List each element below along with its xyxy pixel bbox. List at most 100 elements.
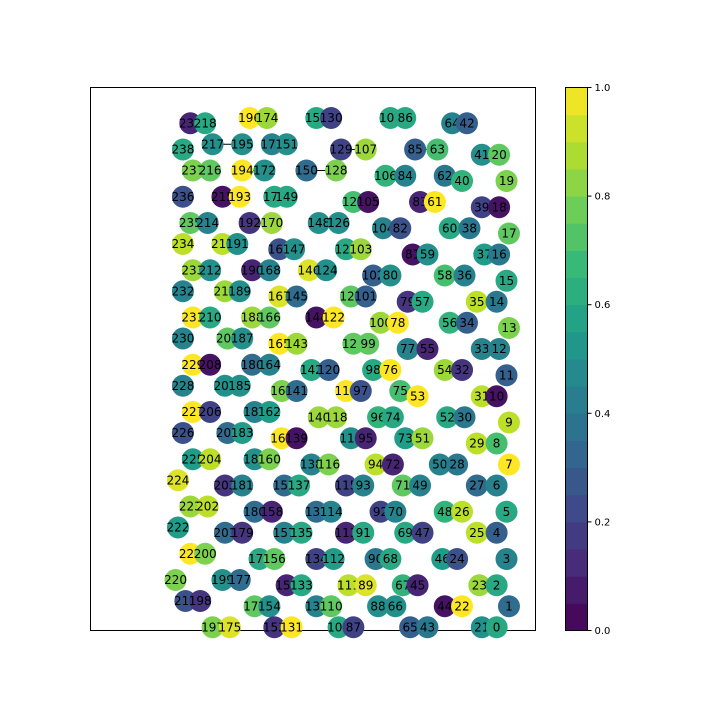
node-label: 101	[354, 290, 377, 304]
graph-node: 25	[465, 521, 488, 544]
node-label: 1	[505, 599, 513, 613]
graph-node: 135	[290, 521, 313, 544]
node-marker	[416, 338, 439, 360]
graph-node: 192	[238, 212, 261, 234]
node-label: 27	[469, 479, 484, 493]
node-label: 56	[442, 316, 457, 330]
graph-node: 208	[199, 353, 222, 376]
node-marker	[258, 448, 281, 471]
graph-node: 226	[171, 422, 194, 444]
node-marker	[497, 317, 520, 339]
node-label: 210	[199, 311, 222, 325]
node-label: 54	[437, 363, 452, 377]
graph-node: 43	[416, 616, 439, 639]
node-label: 17	[501, 227, 516, 241]
node-label: 202	[196, 500, 219, 514]
node-marker	[171, 233, 194, 255]
graph-node: 61	[423, 191, 446, 213]
node-label: 102	[362, 269, 385, 283]
node-label: 19	[499, 174, 514, 188]
graph-node: 75	[389, 380, 412, 402]
node-label: 52	[440, 410, 455, 424]
node-label: 41	[474, 148, 489, 162]
colorbar-tick-label: 0.2	[595, 517, 611, 528]
graph-node: 113	[334, 521, 357, 544]
graph-node: 23	[468, 574, 491, 597]
node-marker	[258, 259, 281, 282]
node-label: 82	[393, 221, 408, 235]
node-marker	[497, 595, 520, 618]
node-marker	[404, 138, 427, 161]
colorbar-tick-label: 1.0	[595, 83, 611, 94]
node-marker	[485, 574, 508, 597]
node-label: 13	[501, 321, 516, 335]
node-marker	[307, 212, 330, 234]
node-label: 151	[275, 137, 298, 151]
node-label: 79	[400, 295, 415, 309]
node-marker	[194, 112, 217, 135]
node-marker	[416, 243, 439, 266]
node-label: 140	[307, 410, 330, 424]
node-label: 6	[493, 479, 501, 493]
graph-node: 197	[201, 616, 224, 639]
node-label: 24	[449, 552, 464, 566]
node-label: 222	[167, 521, 190, 535]
node-marker	[352, 521, 375, 544]
node-label: 157	[273, 526, 296, 540]
node-label: 180	[243, 505, 266, 519]
node-marker	[394, 521, 417, 544]
node-marker	[241, 353, 264, 376]
graph-node: 156	[263, 548, 286, 570]
graph-node: 131	[280, 616, 303, 639]
node-label: 59	[420, 248, 435, 262]
node-label: 189	[228, 284, 251, 298]
node-label: 65	[403, 620, 418, 634]
node-label: 194	[231, 164, 254, 178]
node-marker	[322, 548, 345, 570]
node-marker	[171, 422, 194, 444]
graph-node: 41	[470, 143, 493, 166]
node-marker	[411, 427, 434, 450]
node-label: 217	[201, 137, 224, 151]
graph-node: 149	[275, 185, 298, 208]
node-label: 193	[228, 190, 251, 204]
graph-node: 157	[273, 521, 296, 544]
node-marker	[495, 500, 518, 523]
graph-node: 10	[485, 385, 508, 408]
node-marker	[411, 521, 434, 544]
node-marker	[231, 159, 254, 182]
node-label: 195	[231, 137, 254, 151]
node-marker	[428, 453, 451, 476]
node-label: 212	[199, 263, 222, 277]
node-marker	[406, 385, 429, 408]
graph-node: 104	[372, 217, 394, 240]
node-marker	[433, 164, 456, 187]
node-label: 62	[437, 169, 452, 183]
graph-node: 130	[320, 107, 343, 129]
graph-node: 63	[426, 138, 449, 161]
node-marker	[285, 332, 308, 355]
node-marker	[364, 453, 387, 476]
graph-node: 8	[485, 432, 508, 455]
node-label: 129	[330, 143, 353, 157]
node-label: 183	[231, 426, 254, 440]
graph-node: 222	[167, 516, 190, 539]
node-label: 93	[356, 479, 371, 493]
node-marker	[280, 616, 303, 639]
graph-node: 88	[367, 595, 390, 618]
graph-node: 114	[320, 500, 343, 523]
graph-node: 59	[416, 243, 439, 266]
node-label: 44	[437, 599, 452, 613]
node-marker	[325, 406, 348, 429]
graph-node: 9	[497, 411, 520, 434]
graph-node: 190	[241, 259, 264, 282]
graph-node: 174	[255, 107, 278, 129]
graph-node: 212	[199, 259, 222, 282]
node-label: 31	[474, 389, 489, 403]
node-marker	[446, 453, 469, 476]
node-marker	[228, 374, 251, 397]
colorbar-tick-label: 0.6	[595, 300, 611, 311]
graph-node: 89	[354, 574, 377, 597]
graph-node: 234	[171, 233, 194, 255]
node-marker	[399, 616, 422, 639]
